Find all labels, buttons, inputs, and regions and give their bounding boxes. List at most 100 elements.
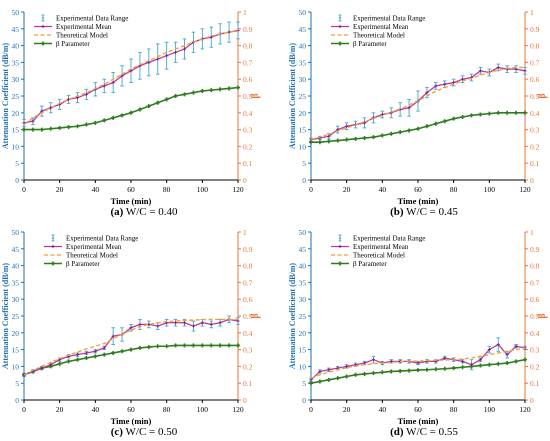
y-tick-label: 10: [299, 362, 307, 371]
y-axis-label: Attenuation Coefficient (dB/m): [1, 263, 10, 370]
y2-tick-label: 0.6: [243, 75, 253, 84]
beta-point: [75, 357, 80, 362]
y2-tick-label: 0.4: [530, 109, 540, 118]
beta-point: [102, 352, 107, 357]
beta-point: [505, 361, 510, 366]
caption-b: (b) W/C = 0.45: [390, 206, 458, 218]
beta-point: [22, 127, 26, 132]
y2-tick-label: 0: [530, 176, 534, 185]
beta-point: [389, 369, 394, 374]
mean-point: [173, 50, 178, 54]
legend-beta-marker: [41, 41, 45, 46]
mean-point: [496, 65, 500, 70]
beta-point: [496, 361, 501, 366]
mean-point: [111, 334, 115, 338]
y-tick-label: 15: [12, 346, 20, 355]
mean-point: [327, 368, 331, 372]
beta-point: [335, 138, 340, 143]
beta-point: [209, 88, 214, 93]
mean-point: [452, 80, 456, 85]
y-tick-label: 40: [12, 262, 20, 271]
legend-label-range: Experimental Data Range: [353, 235, 425, 243]
x-tick-label: 80: [450, 405, 458, 414]
y-tick-label: 20: [12, 329, 20, 338]
y2-tick-label: 0.7: [530, 58, 540, 67]
legend-label-theory: Theoretical Model: [353, 32, 405, 40]
y-tick-label: 10: [12, 142, 20, 151]
mean-point: [478, 69, 483, 73]
beta-point: [326, 139, 331, 144]
beta-point: [309, 381, 313, 386]
y-tick-label: 0: [302, 396, 306, 405]
x-tick-label: 60: [127, 405, 135, 414]
y-tick-label: 5: [15, 159, 19, 168]
y2-tick-label: 0: [243, 396, 247, 405]
beta-point: [442, 366, 447, 371]
mean-point: [93, 349, 97, 353]
beta-point: [39, 127, 44, 132]
y-tick-label: 0: [15, 396, 19, 405]
x-tick-label: 0: [22, 405, 26, 414]
beta-point: [416, 126, 420, 131]
y-tick-label: 25: [299, 312, 307, 321]
y-tick-label: 20: [299, 329, 307, 338]
mean-point: [191, 324, 196, 328]
y-tick-label: 40: [299, 42, 307, 51]
mean-point: [505, 353, 509, 357]
beta-point: [317, 379, 322, 384]
beta-point: [398, 369, 403, 374]
caption-d: (d) W/C = 0.55: [390, 426, 458, 438]
beta-point: [182, 343, 187, 348]
series-theory-line: [23, 29, 239, 126]
beta-point: [317, 140, 322, 145]
beta-point: [129, 347, 133, 352]
y2-axis-label: β: [250, 93, 261, 98]
beta-point: [84, 122, 89, 127]
mean-point: [416, 361, 420, 365]
y-tick-label: 35: [299, 58, 307, 67]
beta-point: [227, 86, 232, 91]
x-tick-label: 80: [450, 185, 458, 194]
mean-point: [129, 326, 133, 330]
beta-point: [344, 374, 349, 379]
mean-point: [523, 69, 527, 73]
mean-point: [389, 359, 393, 363]
beta-point: [514, 110, 519, 115]
y2-tick-label: 0.2: [530, 142, 540, 151]
beta-point: [451, 116, 456, 121]
y-tick-label: 30: [299, 295, 307, 304]
legend-label-range: Experimental Data Range: [353, 15, 425, 23]
y-tick-label: 20: [12, 109, 20, 118]
y-tick-label: 30: [299, 75, 307, 84]
beta-point: [173, 343, 178, 348]
beta-point: [137, 107, 142, 112]
x-tick-label: 40: [92, 185, 100, 194]
mean-point: [434, 84, 438, 88]
x-tick-label: 100: [484, 185, 496, 194]
y2-tick-label: 0.2: [530, 362, 540, 371]
beta-point: [155, 100, 160, 105]
beta-point: [424, 367, 429, 372]
y2-tick-label: 0.3: [530, 126, 540, 135]
beta-point: [200, 343, 205, 348]
beta-point: [451, 366, 456, 371]
beta-point: [505, 110, 510, 115]
x-tick-label: 0: [309, 185, 313, 194]
beta-point: [129, 110, 133, 115]
mean-point: [318, 369, 322, 374]
y-tick-label: 35: [12, 58, 20, 67]
mean-point: [345, 364, 349, 368]
y2-tick-label: 0.2: [243, 142, 253, 151]
beta-point: [200, 88, 205, 93]
beta-point: [371, 135, 376, 140]
x-tick-label: 100: [197, 185, 209, 194]
mean-point: [345, 124, 349, 128]
y2-tick-label: 0.1: [530, 159, 540, 168]
beta-point: [66, 359, 71, 364]
mean-point: [31, 119, 35, 123]
y-tick-label: 50: [12, 8, 20, 17]
y-tick-label: 0: [302, 176, 306, 185]
legend-label-mean: Experimental Mean: [66, 243, 122, 251]
y2-tick-label: 0.8: [243, 42, 253, 51]
